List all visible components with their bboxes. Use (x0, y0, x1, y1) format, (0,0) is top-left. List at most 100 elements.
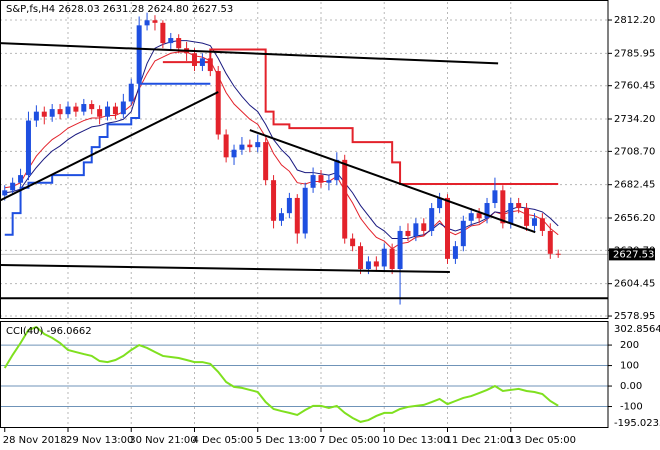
trend-line (0, 42, 499, 65)
candle-body (231, 149, 237, 158)
candle-body (239, 144, 245, 150)
candle-body (199, 58, 205, 66)
candle-body (302, 187, 308, 234)
y-tick-label: 2812.20 (614, 15, 655, 26)
candle-body (421, 223, 427, 231)
candle-body (136, 25, 142, 84)
candle-body (41, 111, 47, 117)
y-tick-label: -100 (620, 402, 643, 413)
x-tick-label: 10 Dec 13:00 (382, 435, 449, 446)
main-plot (0, 2, 608, 318)
candle-body (10, 182, 16, 191)
cci-frame (0, 321, 609, 428)
candle-body (191, 53, 197, 66)
candle-body (555, 253, 561, 255)
candle-body (500, 190, 506, 224)
candle-body (445, 197, 451, 259)
candle-body (33, 111, 39, 121)
y-tick-label: 2656.20 (614, 213, 655, 224)
candle-body (263, 142, 269, 181)
cci-line (3, 325, 559, 423)
y-tick-label: 2760.45 (614, 81, 655, 92)
x-tick-label: 30 Nov 21:00 (129, 435, 196, 446)
candle-body (539, 218, 545, 231)
candle-body (247, 144, 253, 148)
candle-body (452, 246, 458, 259)
candle-body (223, 134, 229, 158)
candle-body (128, 83, 134, 102)
candle-body (168, 38, 174, 44)
candle-body (81, 104, 87, 112)
candle-body (484, 203, 490, 219)
candle-body (255, 142, 261, 148)
price-box (609, 248, 655, 261)
price-label: 2627.53 (613, 249, 654, 260)
candle-body (437, 197, 443, 209)
trend-line (249, 129, 536, 234)
candle-body (531, 218, 537, 226)
candle-body (405, 230, 411, 237)
main-frame (0, 0, 609, 319)
candle-body (508, 203, 514, 224)
y-tick-label: 2604.45 (614, 279, 655, 290)
axes: 2812.20 2785.95 2760.45 2734.20 2708.70 2682.… (3, 15, 660, 446)
y-limit-label: 302.8564 (614, 324, 660, 335)
candle-body (468, 213, 474, 221)
cci-plot (0, 322, 608, 427)
candle-body (144, 20, 150, 26)
candle-body (25, 120, 31, 176)
candle-body (160, 22, 166, 44)
x-tick-label: 28 Nov 2018 (3, 435, 67, 446)
candle-body (413, 223, 419, 237)
candle-body (373, 261, 379, 267)
candle-body (49, 109, 55, 117)
indicator-line (4, 51, 559, 250)
candle-body (294, 197, 300, 234)
candle-body (350, 238, 356, 247)
candle-body (89, 104, 95, 110)
candle-body (524, 208, 530, 226)
candle-body (271, 180, 277, 221)
candle-body (334, 159, 340, 181)
y-tick-label: 2578.95 (614, 311, 655, 322)
candle-body (152, 20, 158, 23)
trend-line (0, 263, 450, 274)
candle-body (2, 190, 8, 196)
indicator-line (162, 48, 559, 185)
x-tick-label: 5 Dec 13:00 (256, 435, 317, 446)
x-tick-label: 29 Nov 13:00 (66, 435, 133, 446)
candle-body (97, 109, 103, 117)
candle-body (429, 208, 435, 231)
candle-body (310, 175, 316, 188)
candle-body (215, 71, 221, 135)
y-tick-label: 200 (620, 340, 639, 351)
candle-body (207, 58, 213, 72)
candle-body (547, 230, 553, 254)
candle-body (342, 159, 348, 239)
x-tick-label: 11 Dec 21:00 (446, 435, 513, 446)
candle-body (318, 175, 324, 183)
y-tick-label: 100 (620, 361, 639, 372)
x-tick-label: 4 Dec 05:00 (192, 435, 253, 446)
candle-body (120, 101, 126, 115)
y-tick-label: 2708.70 (614, 146, 655, 157)
candle-body (73, 106, 79, 112)
candle-body (358, 246, 364, 270)
candle-body (460, 220, 466, 247)
candle-body (105, 106, 111, 117)
candle-body (516, 203, 522, 209)
candle-body (365, 261, 371, 270)
candle-body (18, 175, 24, 183)
y-limit-label: -195.0233 (614, 418, 660, 429)
indicator-line (4, 40, 559, 240)
trend-line (0, 91, 219, 202)
candle-body (476, 213, 482, 219)
candle-body (278, 213, 284, 221)
candle-body (381, 248, 387, 267)
candle-body (65, 106, 71, 115)
candle-body (397, 230, 403, 270)
chart-title: S&P,fs,H4 2628.03 2631.28 2624.80 2627.5… (6, 4, 233, 15)
